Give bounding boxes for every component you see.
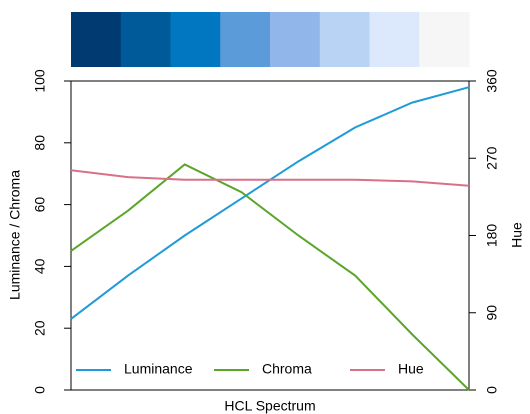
series-line <box>70 86 470 320</box>
y-tick-label: 80 <box>32 135 48 151</box>
swatch <box>220 12 271 67</box>
y-tick-label: 60 <box>32 197 48 213</box>
swatch <box>319 12 370 67</box>
y-tick-label: 40 <box>32 258 48 274</box>
swatch <box>170 12 221 67</box>
series-line <box>70 169 470 187</box>
swatch <box>120 12 171 67</box>
y2-tick-label: 270 <box>484 146 500 170</box>
legend-label: Chroma <box>262 361 312 377</box>
y-tick-label: 0 <box>32 386 48 394</box>
y2-tick-label: 0 <box>484 386 500 394</box>
legend-label: Hue <box>398 361 424 377</box>
y2-tick-label: 360 <box>484 69 500 93</box>
x-axis-label: HCL Spectrum <box>224 398 315 414</box>
y-axis-label: Luminance / Chroma <box>7 170 23 300</box>
y2-tick-label: 90 <box>484 305 500 321</box>
plot-box <box>70 80 470 391</box>
series-line <box>70 163 470 391</box>
y-tick-label: 20 <box>32 320 48 336</box>
y-tick-label: 100 <box>32 69 48 93</box>
legend-label: Luminance <box>124 361 193 377</box>
swatch <box>270 12 321 67</box>
y2-axis-label: Hue <box>509 222 525 248</box>
swatch <box>369 12 420 67</box>
swatch <box>71 12 122 67</box>
y2-tick-label: 180 <box>484 224 500 248</box>
swatch <box>419 12 470 67</box>
